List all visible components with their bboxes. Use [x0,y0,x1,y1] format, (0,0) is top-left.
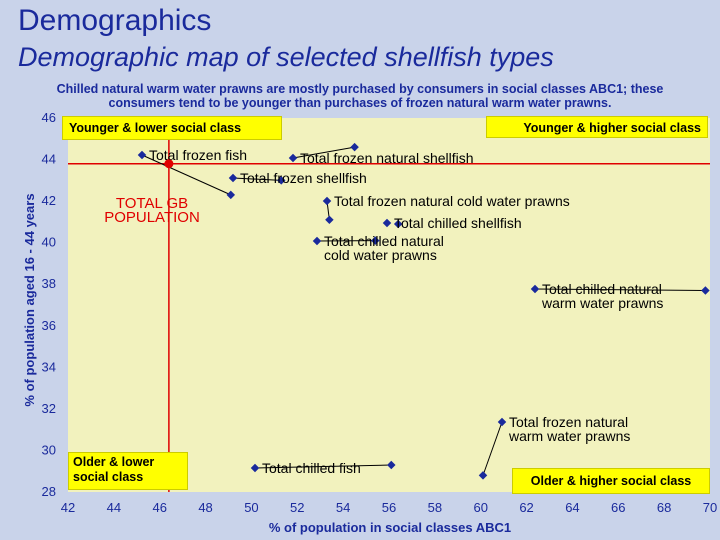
y-tick-label: 36 [42,318,56,333]
label-marker [137,150,147,160]
x-tick-label: 48 [198,500,212,515]
y-tick-label: 38 [42,276,56,291]
y-tick-label: 40 [42,235,56,250]
point-label: Total chilled fish [262,460,361,476]
y-axis-label: % of population aged 16 - 44 years [22,193,37,406]
y-tick-label: 44 [42,152,56,167]
data-point: Total chilled shellfish [382,215,522,231]
x-tick-label: 70 [703,500,717,515]
leader-line [254,464,392,469]
page-subtitle: Demographic map of selected shellfish ty… [18,42,554,72]
quadrant-bottom-left-line-2: social class [73,470,144,484]
point-label: warm water prawns [508,428,630,444]
label-marker [322,196,332,206]
page-title: Demographics [18,4,212,37]
label-marker [382,218,392,228]
label-marker [228,173,238,183]
description-line-1: Chilled natural warm water prawns are mo… [56,82,664,96]
x-tick-label: 68 [657,500,671,515]
point-label: Total frozen fish [149,147,247,163]
label-marker [288,153,298,163]
x-axis-label: % of population in social classes ABC1 [269,520,511,535]
label-marker [250,463,260,473]
x-tick-label: 58 [428,500,442,515]
point-marker [226,190,236,200]
point-label: Total chilled shellfish [394,215,522,231]
x-tick-label: 56 [382,500,396,515]
data-point: Total frozen fish [137,147,247,200]
x-tick-label: 52 [290,500,304,515]
leader-line [292,146,355,159]
y-tick-label: 32 [42,401,56,416]
x-tick-label: 66 [611,500,625,515]
leader-line [534,288,706,291]
y-tick-label: 28 [42,484,56,499]
plot-area [68,118,710,492]
x-tick-label: 64 [565,500,579,515]
x-tick-label: 44 [107,500,121,515]
point-marker [276,176,286,185]
y-axis-ticks: 28 30 32 34 36 38 40 42 44 46 [42,110,56,499]
point-marker [325,215,334,225]
point-label: Total frozen natural [509,414,628,430]
data-point: Total chilled fish [250,460,396,476]
point-label: Total frozen natural shellfish [300,150,474,166]
point-marker [350,142,359,152]
point-label: Total chilled natural [542,281,662,297]
x-tick-label: 42 [61,500,75,515]
leader-line [232,177,282,181]
reference-label-line-1: TOTAL GB [116,195,188,212]
point-label: Total frozen natural cold water prawns [334,193,570,209]
point-marker [371,236,380,245]
point-marker [478,471,488,480]
point-marker [387,460,396,470]
description-line-2: consumers tend to be younger than purcha… [108,96,612,110]
point-label: Total frozen shellfish [240,170,367,186]
point-label: Total chilled natural [324,233,444,249]
y-tick-label: 34 [42,359,56,374]
point-marker [701,286,710,295]
point-label: warm water prawns [541,295,663,311]
label-marker [530,284,540,294]
x-tick-label: 60 [473,500,487,515]
y-tick-label: 42 [42,193,56,208]
data-point: Total frozen natural cold water prawns [322,193,570,225]
point-marker [393,219,403,229]
quadrant-label-bottom-left: Older & lower social class [68,452,188,490]
quadrant-bottom-left-line-1: Older & lower [73,455,155,469]
leader-line [482,421,503,476]
x-tick-label: 54 [336,500,350,515]
reference-point [164,159,174,169]
quadrant-label-top-right: Younger & higher social class [486,116,708,138]
chart-description: Chilled natural warm water prawns are mo… [0,82,720,110]
leader-line [141,154,231,196]
data-point: Total frozen shellfish [228,170,367,186]
point-label: cold water prawns [324,247,437,263]
data-points: Total frozen fish Total frozen natural sh… [137,142,710,480]
quadrant-label-bottom-right: Older & higher social class [512,468,710,494]
x-axis-ticks: 42 44 46 48 50 52 54 56 58 60 62 64 66 68 70 [61,500,717,515]
y-tick-label: 46 [42,110,56,125]
label-marker [497,417,507,427]
data-point: Total frozen natural shellfish [288,142,474,166]
x-tick-label: 50 [244,500,258,515]
y-tick-label: 30 [42,442,56,457]
label-marker [312,236,322,246]
reference-label-line-2: POPULATION [104,209,200,226]
x-tick-label: 62 [519,500,533,515]
quadrant-label-top-left: Younger & lower social class [62,116,282,140]
x-tick-label: 46 [152,500,166,515]
